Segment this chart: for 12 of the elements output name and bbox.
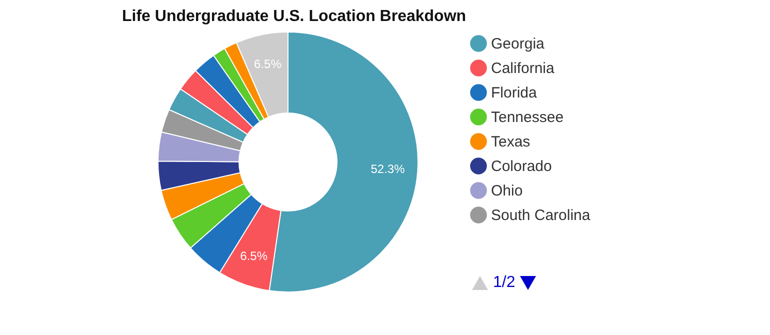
data-label: 52.3% <box>370 162 406 176</box>
legend-label: South Carolina <box>491 207 591 224</box>
chart-title: Life Undergraduate U.S. Location Breakdown <box>122 8 466 25</box>
legend-label: California <box>491 60 556 77</box>
legend-label: Florida <box>491 84 538 102</box>
legend-label: Georgia <box>491 36 546 52</box>
legend-label: Texas <box>491 134 530 150</box>
legend-label: Ohio <box>491 182 523 200</box>
legend-label: Colorado <box>491 158 552 175</box>
data-label: 6.5% <box>240 248 268 263</box>
legend-label: Tennessee <box>491 109 564 126</box>
text: 1/2 <box>493 274 516 292</box>
